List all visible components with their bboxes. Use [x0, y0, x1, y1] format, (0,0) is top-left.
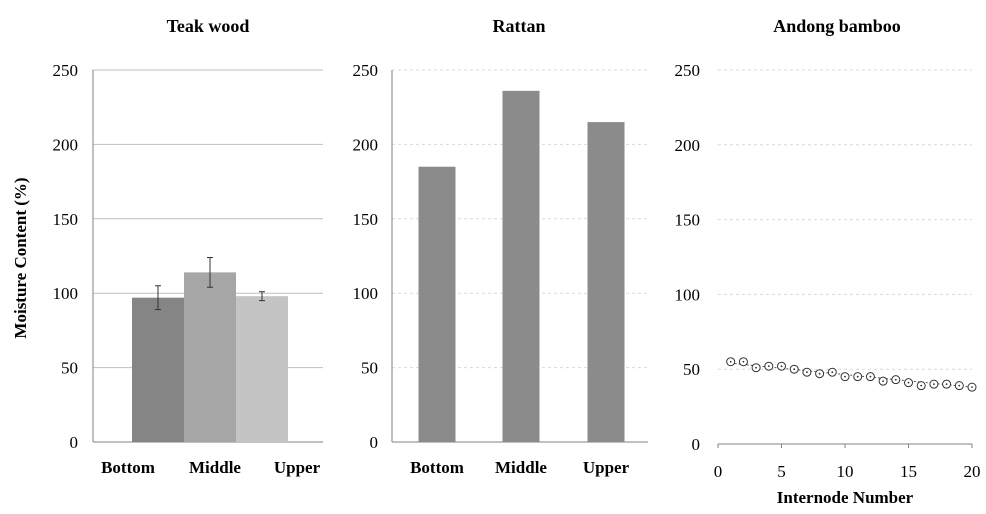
bamboo-data-point-center: [894, 378, 897, 381]
rattan-chart-title: Rattan: [493, 16, 546, 36]
bamboo-data-point-center: [856, 375, 859, 378]
teak-y-tick-label: 100: [53, 284, 79, 303]
bamboo-data-point-center: [767, 365, 770, 368]
rattan-y-tick-label: 100: [353, 284, 379, 303]
rattan-y-tick-label: 200: [353, 135, 379, 154]
bamboo-x-tick-label: 10: [837, 462, 854, 481]
teak-y-tick-label: 150: [53, 210, 79, 229]
bamboo-data-point-center: [971, 386, 973, 389]
bamboo-data-point-center: [933, 383, 935, 386]
rattan-category-label: Upper: [583, 458, 630, 477]
teak-y-tick-label: 250: [53, 61, 79, 80]
rattan-bar-bottom: [418, 166, 456, 442]
teak-y-tick-label: 200: [53, 135, 79, 154]
rattan-y-tick-label: 250: [353, 61, 379, 80]
y-axis-label: Moisture Content (%): [11, 177, 30, 338]
bamboo-data-point-center: [920, 384, 923, 387]
bamboo-x-axis-label: Internode Number: [777, 488, 914, 507]
rattan-y-tick-label: 50: [361, 359, 378, 378]
bamboo-data-point-center: [793, 368, 796, 371]
bamboo-data-point-center: [869, 375, 872, 378]
rattan-category-label: Bottom: [410, 458, 464, 477]
bamboo-data-point-center: [806, 371, 808, 374]
bamboo-y-tick-label: 50: [683, 360, 700, 379]
rattan-y-tick-label: 150: [353, 210, 379, 229]
bamboo-data-point-center: [742, 360, 745, 363]
bamboo-data-point-center: [831, 371, 834, 374]
teak-bar-bottom: [132, 297, 184, 442]
bamboo-x-tick-label: 15: [900, 462, 917, 481]
bamboo-x-tick-label: 20: [964, 462, 981, 481]
teak-category-label: Bottom: [101, 458, 155, 477]
teak-category-label: Middle: [189, 458, 241, 477]
rattan-bar-upper: [587, 122, 625, 442]
teak-bar-upper: [236, 296, 288, 442]
bamboo-data-point-center: [844, 375, 846, 378]
bamboo-y-tick-label: 250: [675, 61, 701, 80]
bamboo-x-tick-label: 0: [714, 462, 723, 481]
bamboo-data-point-center: [945, 383, 948, 386]
bamboo-chart-title: Andong bamboo: [773, 16, 901, 36]
bamboo-data-point-center: [818, 372, 821, 375]
bamboo-data-point-center: [882, 380, 884, 383]
rattan-bar-middle: [502, 90, 540, 442]
bamboo-x-tick-label: 5: [777, 462, 786, 481]
rattan-y-tick-label: 0: [370, 433, 379, 452]
teak-wood-chart: 0 50 100 150 200 250 Bottom Middle Upper: [53, 61, 323, 477]
teak-y-tick-label: 0: [70, 433, 79, 452]
rattan-chart: 0 50 100 150 200 250 Bottom Middle Upper: [353, 61, 648, 477]
teak-bar-middle: [184, 272, 236, 442]
bamboo-y-tick-label: 200: [675, 136, 701, 155]
bamboo-data-point-center: [729, 360, 732, 363]
teak-chart-title: Teak wood: [167, 16, 250, 36]
bamboo-data-point-center: [755, 366, 757, 369]
bamboo-data-point-center: [907, 381, 910, 384]
bamboo-y-tick-label: 0: [692, 435, 701, 454]
teak-y-tick-label: 50: [61, 359, 78, 378]
bamboo-y-tick-label: 100: [675, 285, 701, 304]
teak-category-label: Upper: [274, 458, 321, 477]
rattan-category-label: Middle: [495, 458, 547, 477]
andong-bamboo-chart: 0 50 100 150 200 250 0 5 10 15 20: [675, 61, 981, 481]
bamboo-y-tick-label: 150: [675, 211, 701, 230]
bamboo-data-point-center: [780, 365, 783, 368]
bamboo-data-point-center: [958, 384, 961, 387]
